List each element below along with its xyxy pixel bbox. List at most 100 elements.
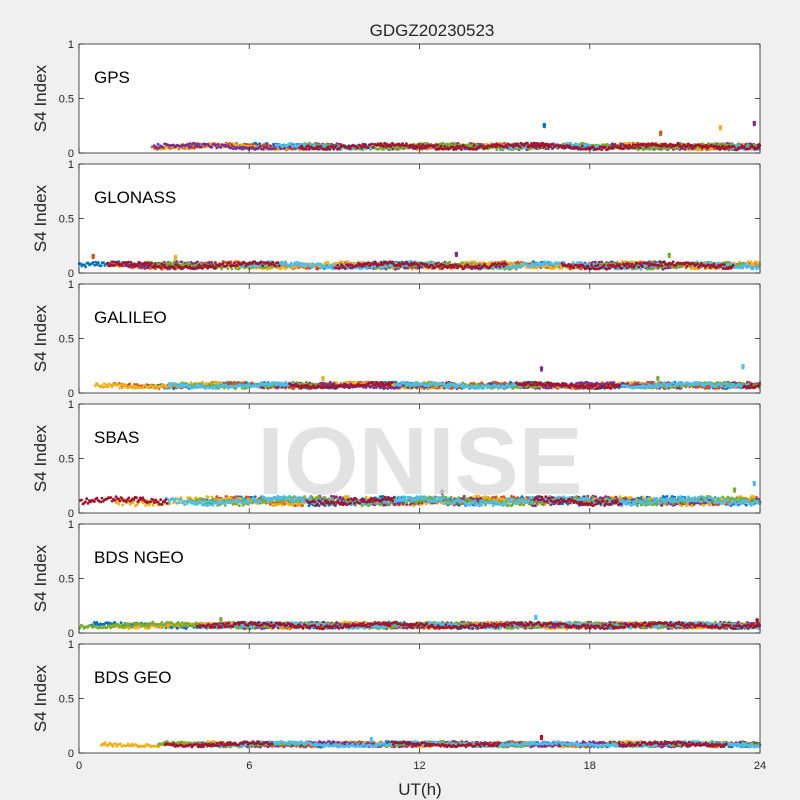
data-point — [348, 264, 351, 267]
data-point — [644, 143, 647, 146]
data-point — [187, 145, 190, 148]
data-point — [477, 267, 480, 270]
data-point — [200, 146, 203, 149]
data-point — [525, 142, 528, 145]
data-point — [621, 267, 624, 270]
data-point — [150, 262, 153, 265]
data-point — [626, 144, 629, 147]
data-point — [756, 148, 759, 151]
data-point — [537, 142, 540, 145]
data-point — [433, 144, 436, 147]
data-point — [497, 262, 500, 265]
data-point — [542, 263, 545, 266]
data-point — [232, 264, 235, 267]
data-point — [219, 146, 222, 149]
data-point — [384, 265, 387, 268]
data-point — [92, 261, 95, 264]
data-point — [361, 267, 364, 270]
data-point — [471, 148, 474, 151]
data-point — [372, 146, 375, 149]
data-point — [200, 262, 203, 265]
data-point — [442, 148, 445, 151]
data-point — [382, 266, 385, 269]
data-point — [451, 264, 454, 267]
data-point — [685, 261, 688, 264]
data-point — [336, 264, 339, 267]
data-point — [631, 263, 634, 266]
data-point — [474, 261, 477, 264]
data-point — [146, 262, 149, 265]
data-point — [535, 145, 538, 148]
data-point — [718, 145, 721, 148]
data-point — [192, 142, 195, 145]
data-point — [398, 147, 401, 150]
data-point — [155, 146, 158, 149]
data-point — [459, 145, 462, 148]
data-point — [495, 148, 498, 151]
data-point — [227, 267, 230, 270]
data-point — [228, 262, 231, 265]
panel-gps: 00.51GPSS4 Index — [31, 39, 761, 160]
data-point — [243, 262, 246, 265]
data-point — [494, 146, 497, 149]
data-point — [234, 267, 237, 270]
data-point — [436, 144, 439, 147]
data-point — [729, 263, 732, 266]
peak-point — [174, 257, 177, 260]
data-point — [473, 145, 476, 148]
data-point — [365, 267, 368, 270]
data-point — [723, 263, 726, 266]
data-point — [502, 265, 505, 268]
data-point — [319, 263, 322, 266]
data-point — [580, 148, 583, 151]
data-point — [189, 142, 192, 145]
peak-point — [753, 123, 756, 126]
data-point — [290, 262, 293, 265]
data-point — [468, 144, 471, 147]
data-point — [167, 262, 170, 265]
data-point — [364, 143, 367, 146]
panel-label: GPS — [94, 68, 130, 87]
data-point — [621, 260, 624, 263]
data-point — [344, 267, 347, 270]
data-point — [277, 261, 280, 264]
data-point — [93, 264, 96, 267]
peak-point — [543, 125, 546, 128]
data-point — [153, 265, 156, 268]
y-axis-label: S4 Index — [31, 64, 50, 132]
data-point — [173, 260, 176, 263]
data-point — [316, 145, 319, 148]
y-axis-label: S4 Index — [31, 184, 50, 252]
data-point — [633, 147, 636, 150]
plot-area — [79, 164, 760, 273]
data-point — [382, 145, 385, 148]
peak-point — [719, 127, 722, 130]
data-point — [236, 264, 239, 267]
data-point — [733, 146, 736, 149]
data-point — [198, 143, 201, 146]
data-point — [758, 144, 761, 147]
data-point — [593, 268, 596, 271]
data-point — [440, 263, 443, 266]
data-point — [107, 262, 110, 265]
data-point — [426, 142, 429, 145]
data-point — [102, 261, 105, 264]
data-point — [721, 145, 724, 148]
data-point — [357, 147, 360, 150]
data-point — [328, 148, 331, 151]
data-point — [530, 265, 533, 268]
data-point — [637, 144, 640, 147]
data-point — [112, 260, 115, 263]
data-point — [599, 145, 602, 148]
data-point — [453, 266, 456, 269]
data-point — [317, 148, 320, 151]
data-point — [261, 264, 264, 267]
data-point — [360, 147, 363, 150]
data-point — [300, 145, 303, 148]
data-point — [709, 266, 712, 269]
data-point — [258, 142, 261, 145]
data-point — [634, 264, 637, 267]
data-point — [539, 145, 542, 148]
data-point — [589, 268, 592, 271]
